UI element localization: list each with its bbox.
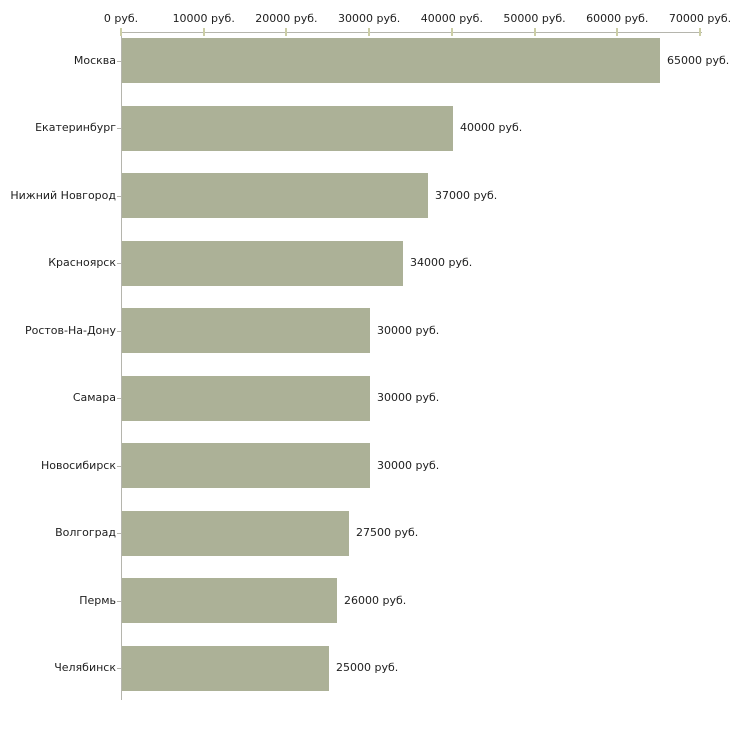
x-axis-tick <box>285 28 288 36</box>
category-label: Самара <box>72 391 116 404</box>
y-axis-tick <box>117 466 121 467</box>
y-axis-tick <box>117 331 121 332</box>
x-axis-tick <box>120 28 122 36</box>
bar <box>122 375 370 421</box>
category-label: Москва <box>73 54 116 67</box>
category-label: Нижний Новгород <box>10 189 116 202</box>
value-label: 30000 руб. <box>377 324 440 337</box>
value-label: 37000 руб. <box>435 189 498 202</box>
x-axis-tick <box>533 28 536 36</box>
x-axis-tick-label: 40000 руб. <box>420 12 483 25</box>
category-label: Волгоград <box>55 526 116 539</box>
x-axis-tick-label: 60000 руб. <box>586 12 649 25</box>
x-axis-tick <box>699 28 701 36</box>
bar <box>122 38 660 83</box>
y-axis-tick <box>117 668 121 669</box>
x-axis-tick <box>450 28 453 36</box>
value-label: 30000 руб. <box>377 391 440 404</box>
y-axis-tick <box>117 61 121 62</box>
bar <box>122 443 370 488</box>
y-axis-tick <box>117 128 121 129</box>
x-axis-tick <box>202 28 205 36</box>
category-label: Екатеринбург <box>35 121 116 134</box>
x-axis-tick-label: 50000 руб. <box>503 12 566 25</box>
value-label: 26000 руб. <box>344 594 407 607</box>
bar <box>122 240 403 286</box>
category-label: Новосибирск <box>40 459 116 472</box>
y-axis-tick <box>117 601 121 602</box>
x-axis-tick-label: 30000 руб. <box>338 12 401 25</box>
bar <box>122 645 329 691</box>
bar <box>122 510 349 556</box>
bar <box>122 578 337 623</box>
y-axis-tick <box>117 533 121 534</box>
category-label: Ростов-На-Дону <box>24 324 116 337</box>
x-axis-tick-label: 70000 руб. <box>668 12 730 25</box>
value-label: 65000 руб. <box>667 54 730 67</box>
value-label: 40000 руб. <box>460 121 523 134</box>
category-label: Челябинск <box>54 661 116 674</box>
y-axis-tick <box>117 398 121 399</box>
value-label: 27500 руб. <box>356 526 419 539</box>
x-axis-tick <box>616 28 619 36</box>
x-axis-tick-label: 10000 руб. <box>172 12 235 25</box>
y-axis-tick <box>117 263 121 264</box>
value-label: 25000 руб. <box>336 661 399 674</box>
bar <box>122 308 370 353</box>
bar <box>122 105 453 151</box>
x-axis-tick <box>368 28 371 36</box>
x-axis-tick-label: 0 руб. <box>103 12 139 25</box>
x-axis-line <box>121 32 702 33</box>
y-axis-tick <box>117 196 121 197</box>
y-axis-line <box>121 32 122 700</box>
value-label: 34000 руб. <box>410 256 473 269</box>
value-label: 30000 руб. <box>377 459 440 472</box>
category-label: Пермь <box>79 594 116 607</box>
category-label: Красноярск <box>48 256 116 269</box>
bar <box>122 173 428 218</box>
x-axis-tick-label: 20000 руб. <box>255 12 318 25</box>
